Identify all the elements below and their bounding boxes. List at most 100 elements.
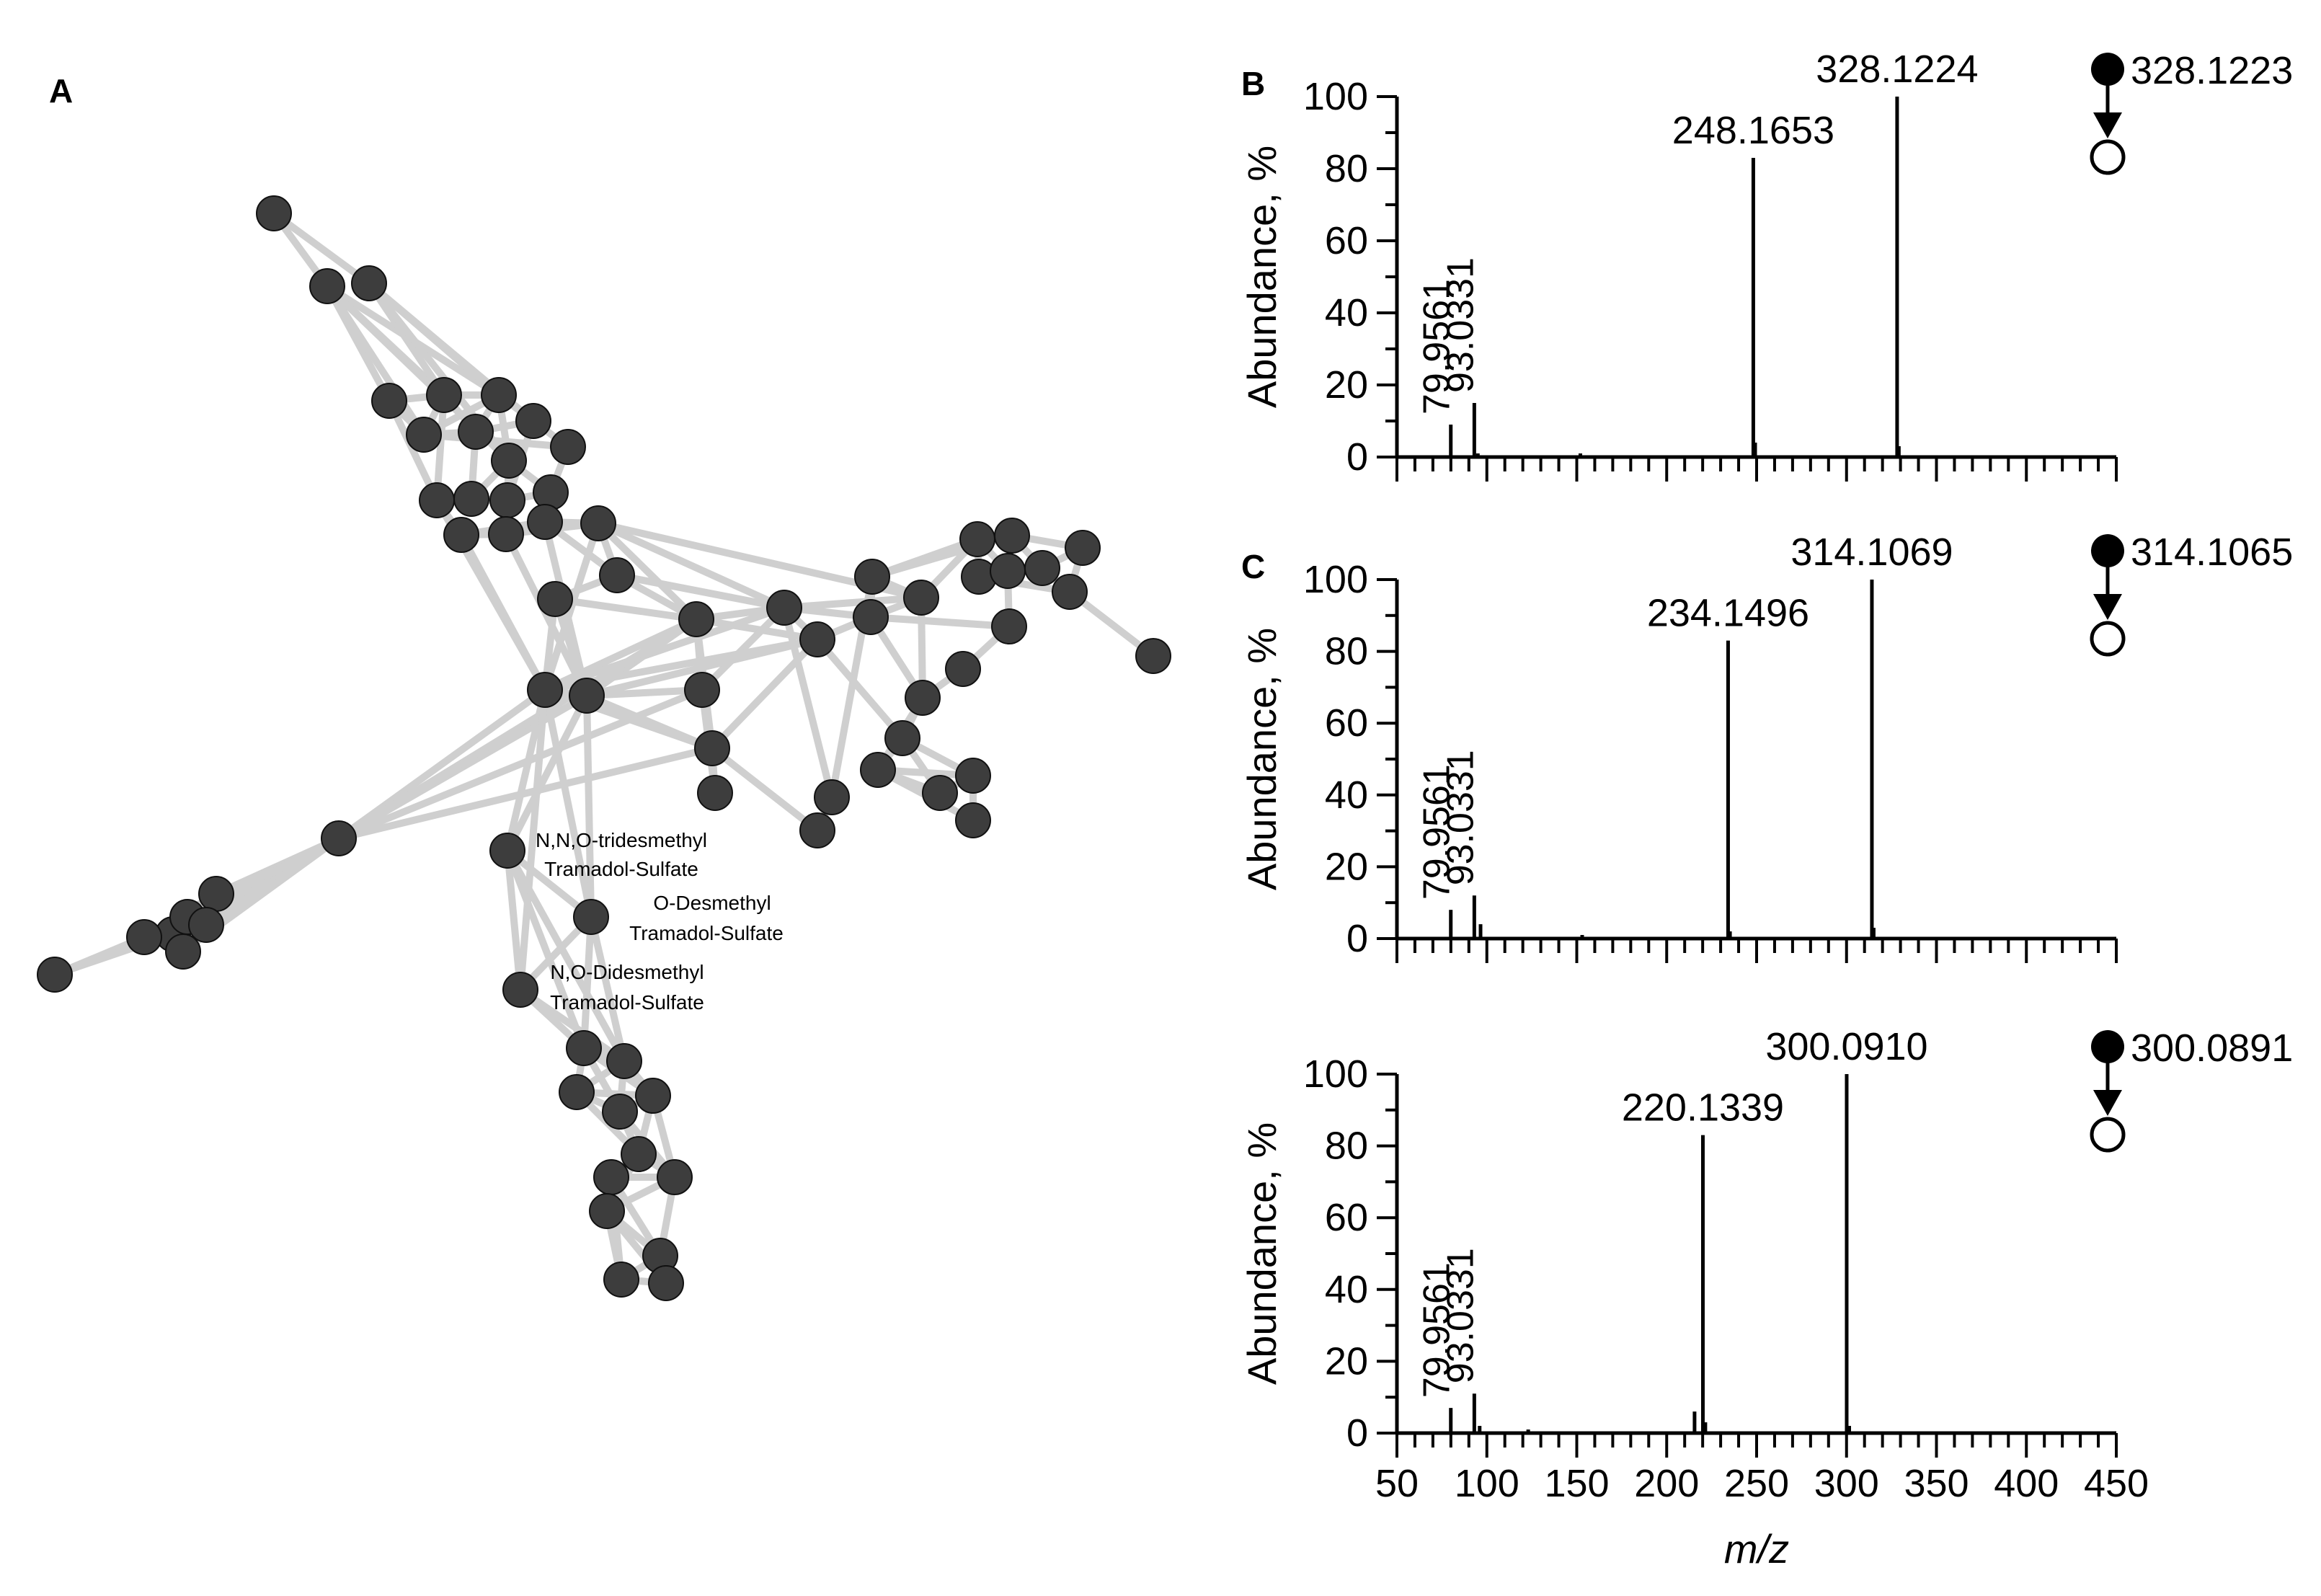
network-node [515, 403, 551, 439]
precursor-mz-label: 314.1065 [2131, 531, 2293, 574]
network-annotations: N,N,O-tridesmethyl Tramadol-Sulfate O-Desm… [536, 829, 784, 1014]
y-tick-label: 20 [1325, 363, 1368, 407]
network-node [37, 957, 73, 993]
y-axis-title: Abundance, % [1239, 146, 1284, 408]
network-edge [595, 520, 700, 623]
network-edge [420, 431, 572, 451]
network-edge [504, 686, 549, 854]
y-tick-label: 60 [1325, 219, 1368, 262]
network-node [527, 504, 563, 540]
product-ion-icon [2090, 1117, 2126, 1153]
network-node [854, 559, 890, 595]
y-tick-label: 100 [1303, 1052, 1368, 1096]
arrow-head-icon [2093, 1090, 2122, 1116]
network-edge [693, 616, 821, 643]
peak-label: 79.9561 [1416, 1262, 1458, 1398]
panel-label: B [1241, 65, 1265, 102]
network-node [593, 1159, 629, 1195]
arrow-head-icon [2093, 594, 2122, 620]
x-tick-label: 400 [1994, 1462, 2059, 1505]
x-tick-label: 100 [1455, 1462, 1519, 1505]
precursor-mz-label: 300.0891 [2131, 1027, 2293, 1070]
network-node [309, 268, 345, 304]
network-edge [504, 847, 628, 1065]
peak-label: 79.9561 [1416, 279, 1458, 414]
network-edge [541, 604, 788, 693]
x-tick-label: 300 [1814, 1462, 1879, 1505]
network-node [648, 1265, 684, 1301]
x-axis-title: m/z [1724, 1526, 1789, 1571]
network-node [884, 720, 920, 756]
network-node [481, 377, 517, 413]
x-tick-label: 50 [1375, 1462, 1419, 1505]
network-node [488, 516, 524, 552]
network-node [566, 1030, 602, 1066]
network-edge [583, 686, 706, 699]
network-node [426, 377, 462, 413]
network-node [905, 680, 941, 716]
y-tick-label: 40 [1325, 291, 1368, 334]
network-edge [781, 604, 835, 801]
node-annotation-class: Tramadol-Sulfate [544, 858, 698, 880]
network-edge [781, 594, 925, 611]
x-tick-label: 200 [1634, 1462, 1699, 1505]
network-node [799, 621, 835, 657]
peak-label: 234.1496 [1647, 592, 1809, 635]
network-node [321, 820, 357, 856]
y-tick-label: 0 [1346, 917, 1368, 960]
network-node [678, 601, 714, 637]
network-edge [814, 636, 906, 742]
x-tick-label: 350 [1904, 1462, 1969, 1505]
node-annotation-class: Tramadol-Sulfate [629, 922, 784, 944]
peak-label: 248.1653 [1672, 109, 1834, 152]
precursor-mz-label: 328.1223 [2131, 49, 2293, 92]
precursor-ion-icon [2091, 534, 2124, 567]
network-node [550, 429, 586, 465]
peak-label: 93.0331 [1439, 1248, 1481, 1383]
network-edges [51, 210, 1157, 1287]
y-tick-label: 100 [1303, 558, 1368, 601]
network-node [527, 672, 563, 708]
peak-label: 93.0331 [1439, 257, 1481, 393]
network-edge [709, 636, 821, 752]
y-tick-label: 20 [1325, 845, 1368, 888]
network-node [684, 672, 720, 708]
network-node [959, 521, 995, 557]
network-node [599, 557, 635, 593]
network-edge [541, 686, 595, 921]
network-node [955, 802, 991, 838]
y-tick-label: 0 [1346, 435, 1368, 479]
y-tick-label: 100 [1303, 75, 1368, 118]
network-node [766, 590, 802, 626]
network-node [697, 775, 733, 811]
network-node [580, 505, 616, 541]
network-node [814, 779, 850, 815]
network-edge [595, 520, 788, 611]
arrow-head-icon [2093, 112, 2122, 138]
network-node [573, 899, 609, 935]
network-node [994, 518, 1030, 554]
y-tick-label: 80 [1325, 147, 1368, 190]
network-edge [583, 692, 716, 752]
network-edge [335, 686, 706, 842]
network-node [489, 833, 525, 869]
network-node [922, 775, 958, 811]
x-tick-label: 250 [1724, 1462, 1789, 1505]
network-edge [583, 692, 595, 921]
network-node [406, 417, 442, 453]
network-node [1065, 530, 1101, 566]
network-node [1052, 574, 1088, 610]
panel-label-a: A [49, 72, 73, 110]
y-tick-label: 40 [1325, 1268, 1368, 1311]
network-edge [583, 636, 821, 699]
network-node [443, 517, 479, 553]
network-node [533, 474, 569, 510]
node-annotation-name: N,O-Didesmethyl [550, 961, 704, 983]
network-node [489, 482, 525, 518]
network-edge [502, 531, 590, 699]
y-tick-label: 0 [1346, 1411, 1368, 1455]
network-node [860, 752, 896, 788]
y-axis-title: Abundance, % [1239, 628, 1284, 890]
